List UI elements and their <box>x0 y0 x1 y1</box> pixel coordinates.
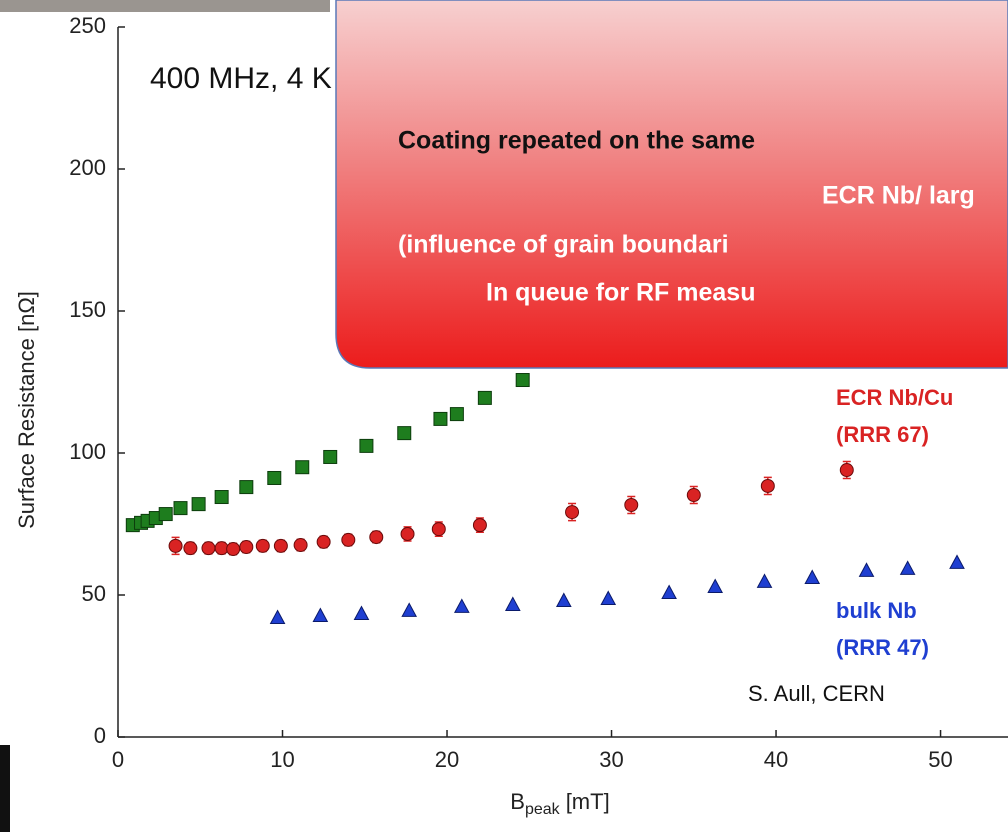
x-tick-label: 50 <box>928 747 952 772</box>
point <box>707 578 724 594</box>
point <box>369 530 384 545</box>
y-tick-label: 200 <box>69 155 106 180</box>
point <box>431 522 446 537</box>
point <box>858 562 875 577</box>
point <box>226 541 241 556</box>
y-tick-label: 100 <box>69 439 106 464</box>
point <box>839 463 854 478</box>
point <box>353 605 370 621</box>
x-axis-label-part: [mT] <box>566 789 610 814</box>
point <box>453 598 470 613</box>
point <box>624 497 639 512</box>
callout: Coating repeated on the same ECR Nb/ lar… <box>335 0 1008 369</box>
point <box>472 518 487 533</box>
point <box>214 541 229 556</box>
legend-note: (RRR 47) <box>836 635 929 660</box>
point <box>477 390 492 405</box>
y-tick-label: 250 <box>69 13 106 38</box>
point <box>949 554 965 569</box>
x-tick-label: 40 <box>764 747 788 772</box>
x-axis-label-part: B <box>510 789 525 814</box>
y-tick-label: 0 <box>94 723 106 748</box>
x-tick-label: 10 <box>270 747 294 772</box>
point <box>201 541 216 556</box>
x-tick-label: 20 <box>435 747 459 772</box>
point <box>756 573 773 588</box>
point <box>158 507 173 522</box>
point <box>433 411 448 426</box>
y-tick-label: 50 <box>82 581 106 606</box>
point <box>267 470 282 485</box>
point <box>359 438 374 453</box>
point <box>760 478 775 493</box>
annotation: S. Aull, CERN <box>748 681 885 706</box>
x-axis-label-part: peak <box>525 801 561 818</box>
point <box>316 534 331 549</box>
point <box>686 488 701 503</box>
point <box>401 602 418 617</box>
edge-bar <box>0 745 10 832</box>
point <box>269 609 286 625</box>
point <box>323 449 338 464</box>
y-axis-label: Surface Resistance [nΩ] <box>14 291 39 529</box>
point <box>255 538 270 553</box>
point <box>295 460 310 475</box>
point <box>504 596 521 611</box>
point <box>400 526 415 541</box>
point <box>899 560 916 575</box>
point <box>214 490 229 505</box>
point <box>804 569 821 584</box>
photo-strip <box>0 0 330 12</box>
x-tick-label: 0 <box>112 747 124 772</box>
legend-label: bulk Nb <box>836 598 917 623</box>
callout-line: (influence of grain boundari <box>398 231 729 259</box>
point <box>397 426 412 441</box>
point <box>341 532 356 547</box>
plot: 0 50 100 150 200 250 0 10 20 30 40 50 Surface Resist… <box>14 13 1008 818</box>
point <box>239 540 254 555</box>
point <box>555 592 572 607</box>
callout-line: ECR Nb/ larg <box>822 182 975 210</box>
x-axis-label: Bpeak [mT] <box>510 789 609 818</box>
x-tick-label: 30 <box>599 747 623 772</box>
annotation: 400 MHz, 4 K <box>150 62 332 95</box>
point <box>565 505 580 520</box>
point <box>173 501 188 516</box>
point <box>600 590 617 605</box>
point <box>239 480 254 495</box>
point <box>183 541 198 556</box>
callout-box <box>335 0 1008 369</box>
point <box>312 607 329 623</box>
callout-line: Coating repeated on the same <box>398 127 755 155</box>
point <box>293 538 308 553</box>
point <box>168 538 183 553</box>
point <box>515 373 530 388</box>
point <box>449 407 464 422</box>
point <box>191 497 206 512</box>
point <box>273 538 288 553</box>
legend-note: (RRR 67) <box>836 422 929 447</box>
point <box>661 584 677 600</box>
callout-line: In queue for RF measu <box>486 279 755 307</box>
legend-label: ECR Nb/Cu <box>836 385 953 410</box>
y-tick-label: 150 <box>69 297 106 322</box>
